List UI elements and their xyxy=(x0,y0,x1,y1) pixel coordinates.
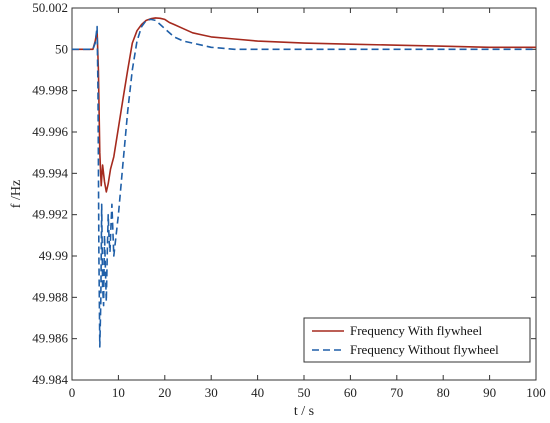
y-tick-label: 49.998 xyxy=(32,83,68,98)
series-line-2 xyxy=(72,18,536,348)
plot-area: 49.984 49.986 49.988 49.99 49.992 49.994 49.99… xyxy=(32,0,546,400)
y-axis-label: f /Hz xyxy=(9,180,24,208)
x-tick-label: 50 xyxy=(298,385,311,400)
y-tick-label: 50.002 xyxy=(32,0,68,15)
legend-label-2: Frequency Without flywheel xyxy=(350,342,499,357)
legend-box xyxy=(303,317,531,363)
y-tick-label: 49.996 xyxy=(32,124,68,139)
series-layer xyxy=(72,17,536,348)
y-tick-label: 49.986 xyxy=(32,331,68,346)
y-tick-label: 49.99 xyxy=(39,248,68,263)
x-tick-label: 100 xyxy=(526,385,546,400)
x-tick-label: 10 xyxy=(112,385,125,400)
y-tick-label: 49.994 xyxy=(32,165,68,180)
x-tick-label: 80 xyxy=(437,385,450,400)
y-axis-ticks: 49.984 49.986 49.988 49.99 49.992 49.994 49.99… xyxy=(32,0,536,387)
x-tick-label: 70 xyxy=(390,385,403,400)
legend-items: Frequency With flywheel Frequency Without… xyxy=(312,323,499,357)
y-tick-label: 49.992 xyxy=(32,207,68,222)
legend-label-1: Frequency With flywheel xyxy=(350,323,482,338)
x-axis-label: t / s xyxy=(294,404,314,419)
legend: Frequency With flywheel Frequency Without… xyxy=(303,317,531,363)
x-tick-label: 90 xyxy=(483,385,496,400)
x-tick-label: 40 xyxy=(251,385,264,400)
x-tick-label: 60 xyxy=(344,385,357,400)
x-tick-label: 30 xyxy=(205,385,218,400)
y-tick-label: 50 xyxy=(55,41,68,56)
y-tick-label: 49.984 xyxy=(32,372,68,387)
y-tick-label: 49.988 xyxy=(32,289,68,304)
x-tick-label: 20 xyxy=(158,385,171,400)
x-axis-ticks: 0 10 20 30 40 50 60 70 80 90 100 xyxy=(69,8,546,400)
x-tick-label: 0 xyxy=(69,385,76,400)
series-line-1 xyxy=(72,17,536,193)
